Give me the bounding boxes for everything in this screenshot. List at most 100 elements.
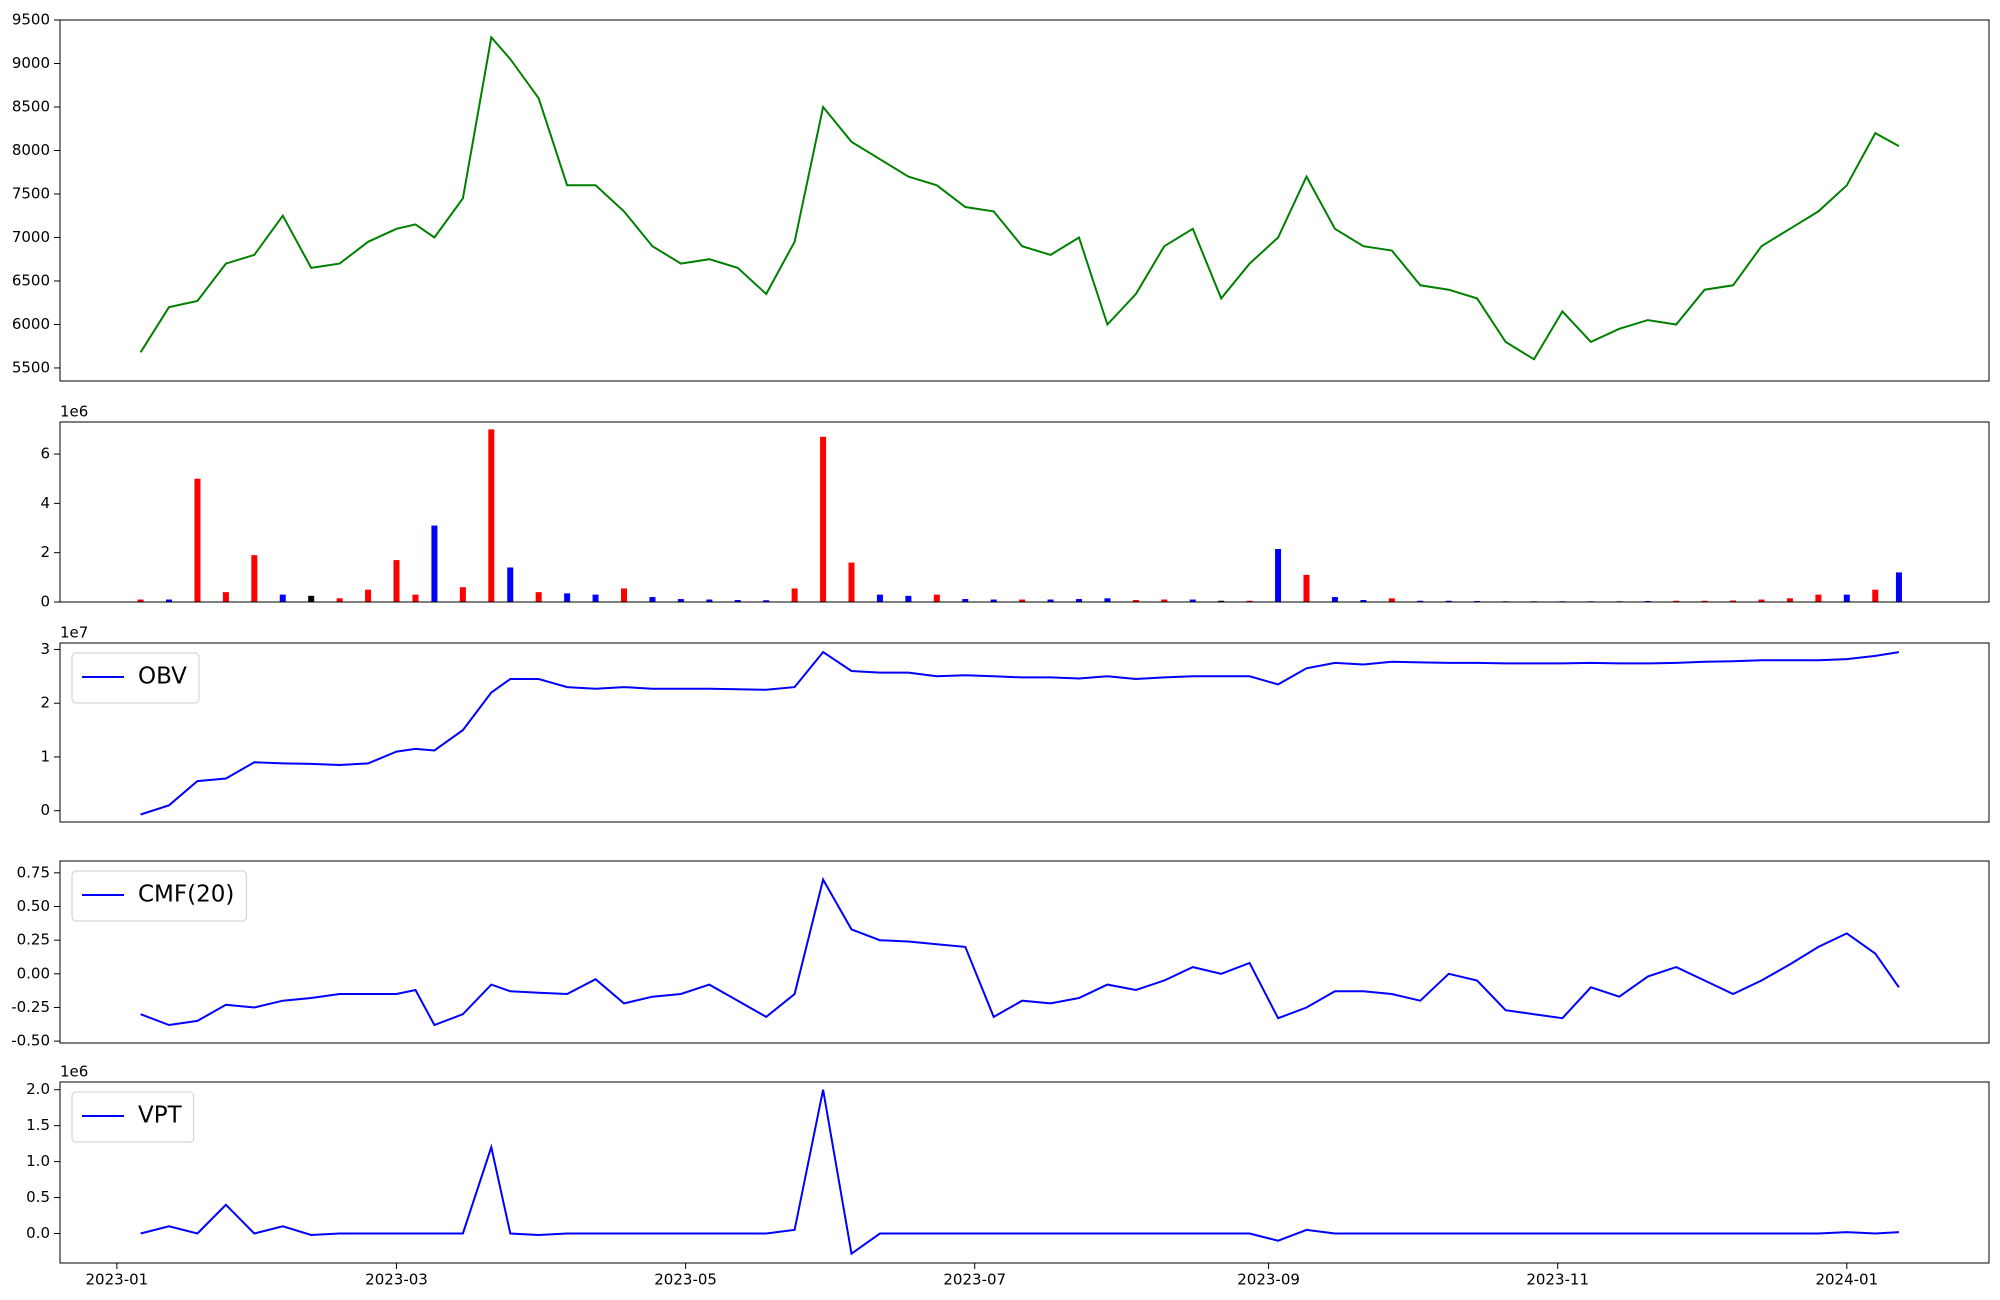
legend-label: VPT [138, 1103, 183, 1129]
y-tick-label: 7500 [12, 184, 50, 202]
bar [1843, 594, 1850, 602]
bar [1786, 598, 1793, 602]
bar [848, 562, 855, 602]
bar [535, 592, 542, 602]
y-tick-label: 4 [40, 494, 50, 512]
bar [1161, 599, 1168, 602]
bar [1730, 600, 1737, 602]
x-tick-label: 2023-03 [365, 1271, 428, 1289]
bar [1076, 599, 1083, 602]
y-tick-label: 0.00 [17, 964, 50, 982]
bar [1275, 548, 1282, 602]
y-tick-label: 6000 [12, 315, 50, 333]
bar [166, 599, 173, 602]
axes-frame [59, 421, 1990, 603]
bar [1104, 598, 1111, 602]
y-tick-label: -0.50 [11, 1032, 50, 1050]
x-tick-label: 2023-05 [654, 1271, 717, 1289]
bar [459, 587, 466, 602]
bar [1895, 572, 1902, 602]
bar [706, 599, 713, 602]
line [140, 1089, 1899, 1256]
bar [1303, 574, 1310, 602]
bar [649, 597, 656, 602]
bar [1132, 600, 1139, 602]
axes-frame [59, 19, 1990, 382]
x-tick-label: 2023-09 [1237, 1271, 1300, 1289]
bar [1019, 599, 1026, 602]
y-tick-label: 0.5 [26, 1188, 50, 1206]
bar [279, 594, 286, 602]
bar [412, 594, 419, 602]
bar [137, 599, 144, 602]
bar [876, 594, 883, 602]
bar [393, 560, 400, 602]
bar [431, 525, 438, 602]
y-tick-label: 1.5 [26, 1116, 50, 1134]
y-tick-label: 0.0 [26, 1224, 50, 1242]
y-tick-label: 3 [40, 640, 50, 658]
bar [933, 594, 940, 602]
bar [990, 599, 997, 602]
y-tick-label: 1 [40, 747, 50, 765]
bar [1246, 600, 1253, 602]
y-tick-label: 0.25 [17, 931, 50, 949]
bar [1872, 589, 1879, 602]
bar [564, 593, 571, 602]
legend-box [71, 870, 247, 922]
legend-box [71, 652, 200, 704]
legend-label: CMF(20) [138, 882, 234, 908]
bar [763, 600, 770, 602]
bar [1331, 597, 1338, 602]
y-tick-label: -0.25 [11, 998, 50, 1016]
bar [1701, 600, 1708, 602]
bar [1218, 600, 1225, 602]
y-tick-label: 6500 [12, 271, 50, 289]
y-tick-label: 9000 [12, 54, 50, 72]
y-tick-label: 2 [40, 543, 50, 561]
y-tick-label: 8000 [12, 141, 50, 159]
y-tick-label: 7000 [12, 228, 50, 246]
bar [621, 588, 628, 602]
bar [791, 588, 798, 602]
y-tick-label: 0.50 [17, 897, 50, 915]
bar [1445, 600, 1452, 602]
bar [1047, 599, 1054, 602]
bar [507, 567, 514, 602]
bar [820, 436, 827, 602]
y-tick-label: 2.0 [26, 1080, 50, 1098]
bar [677, 599, 684, 602]
y-tick-label: 0 [40, 801, 50, 819]
x-tick-label: 2023-01 [86, 1271, 149, 1289]
y-tick-label: 9500 [12, 11, 50, 29]
axes-frame [59, 1081, 1990, 1264]
legend-box [71, 1091, 195, 1143]
line [140, 876, 1900, 1027]
y-tick-label: 0.75 [17, 863, 50, 881]
bar [336, 598, 343, 602]
bar [1388, 598, 1395, 602]
bar [734, 600, 741, 602]
bar [1673, 600, 1680, 602]
axes-frame [59, 860, 1990, 1044]
bar [365, 589, 372, 602]
offset-label: 1e6 [60, 403, 88, 421]
bar [905, 595, 912, 602]
line [140, 650, 1900, 816]
bar [1189, 599, 1196, 602]
bar [1815, 594, 1822, 602]
bar [488, 429, 495, 602]
bar [251, 555, 258, 602]
bar [194, 478, 201, 602]
y-tick-label: 1.0 [26, 1152, 50, 1170]
bar [222, 592, 229, 602]
offset-label: 1e6 [60, 1063, 88, 1081]
axes-frame [59, 642, 1990, 823]
y-tick-label: 5500 [12, 358, 50, 376]
x-tick-label: 2024-01 [1815, 1271, 1878, 1289]
y-tick-label: 2 [40, 694, 50, 712]
bar [1417, 600, 1424, 602]
bar [1758, 599, 1765, 602]
y-tick-label: 6 [40, 445, 50, 463]
